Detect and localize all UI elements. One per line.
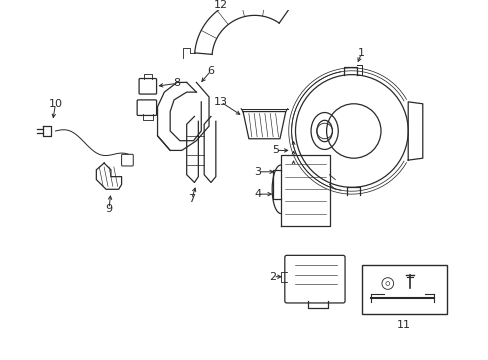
Text: 7: 7 — [187, 194, 195, 204]
Text: 5: 5 — [272, 145, 279, 156]
Text: 11: 11 — [396, 320, 409, 330]
Text: 8: 8 — [173, 78, 180, 89]
Text: 1: 1 — [357, 48, 365, 58]
Text: 13: 13 — [213, 97, 227, 107]
Text: 9: 9 — [105, 204, 112, 214]
Text: 6: 6 — [207, 66, 214, 76]
Text: 12: 12 — [213, 0, 227, 10]
Text: 10: 10 — [48, 99, 62, 109]
Bar — [361, 265, 446, 314]
Text: 2: 2 — [269, 272, 276, 282]
Text: 3: 3 — [254, 167, 261, 177]
Text: 4: 4 — [254, 189, 261, 199]
